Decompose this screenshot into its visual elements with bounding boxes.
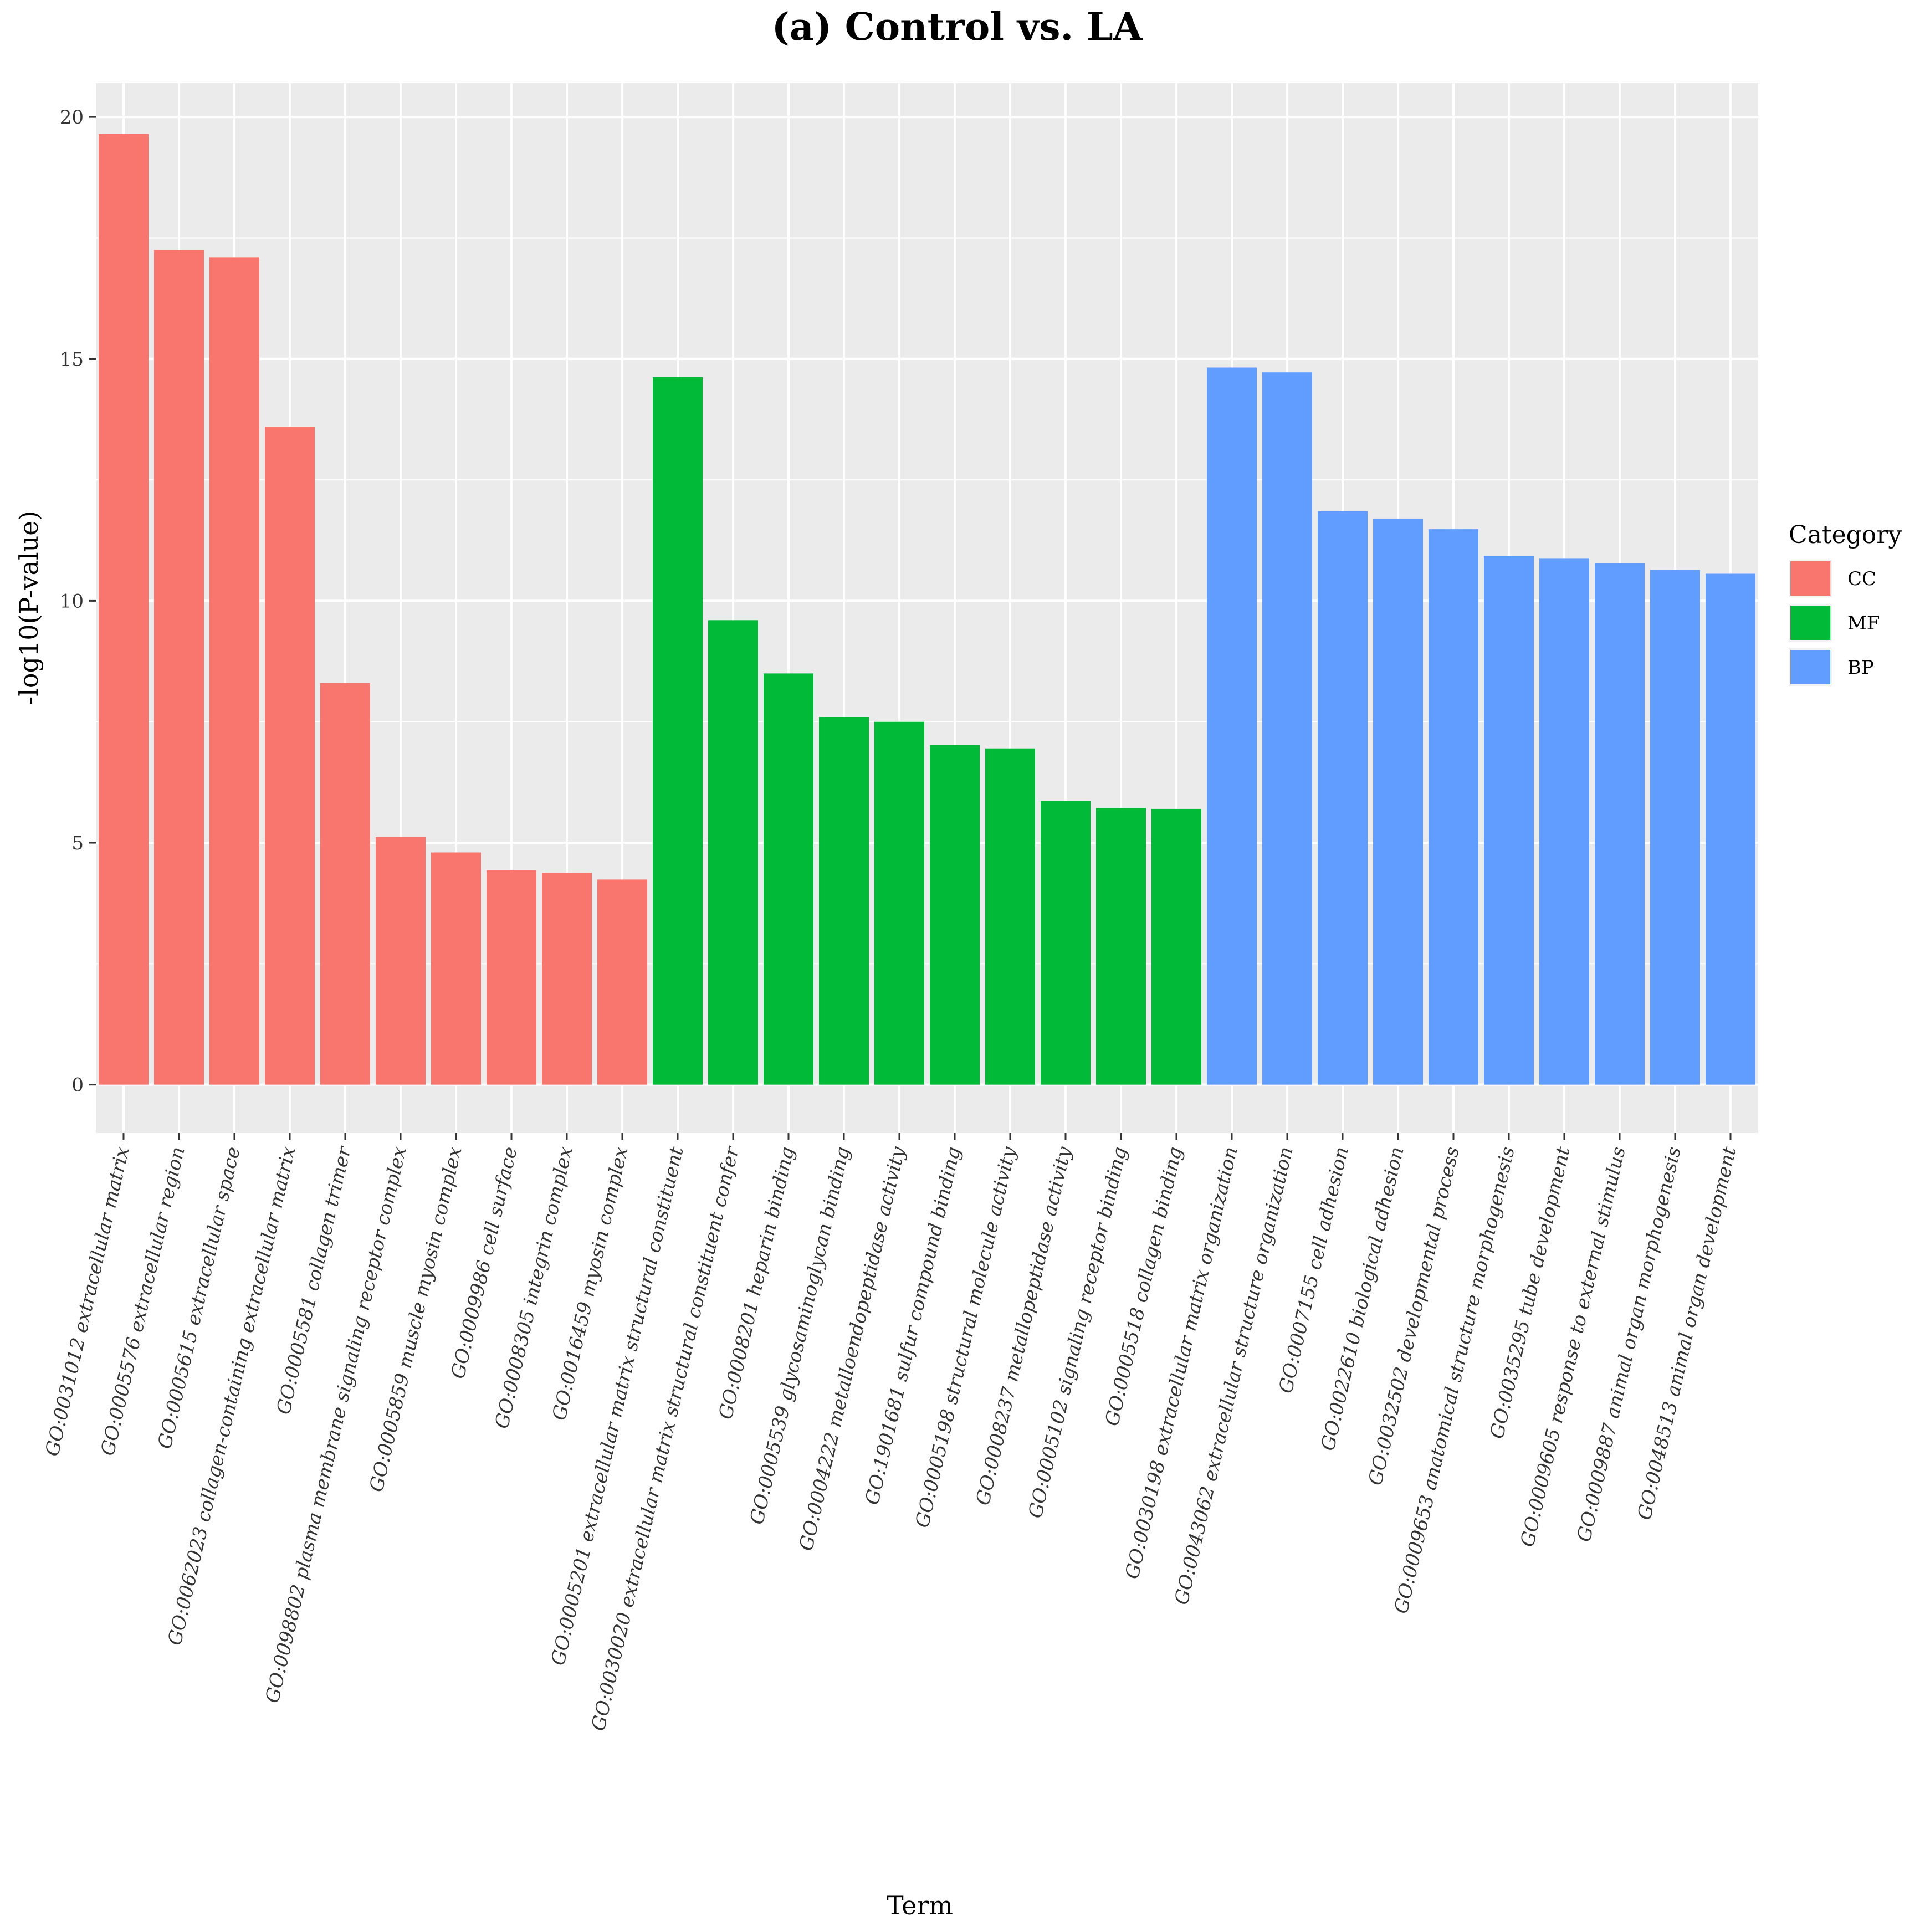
bar-12 xyxy=(708,620,758,1085)
y-tick-label: 20 xyxy=(60,106,84,129)
bar-15 xyxy=(874,721,924,1085)
bar-18 xyxy=(1041,801,1091,1085)
y-tick-label: 0 xyxy=(71,1074,84,1096)
bar-27 xyxy=(1539,558,1589,1085)
bar-22 xyxy=(1262,372,1312,1085)
legend-key-cc xyxy=(1790,561,1830,596)
y-axis-title: -log10(P-value) xyxy=(14,511,44,705)
bar-19 xyxy=(1096,808,1146,1085)
legend-label-cc: CC xyxy=(1847,568,1876,590)
legend-key-bp xyxy=(1790,650,1830,684)
bar-4 xyxy=(265,427,315,1085)
chart-title: (a) Control vs. LA xyxy=(772,5,1143,49)
x-tick-label: GO:0004222 metalloendopeptidase activity xyxy=(795,1144,910,1553)
bar-21 xyxy=(1207,367,1257,1085)
bar-13 xyxy=(764,673,813,1085)
x-tick-label: GO:0005102 signaling receptor binding xyxy=(1024,1145,1131,1520)
bar-8 xyxy=(487,870,536,1085)
bar-2 xyxy=(154,250,204,1085)
bars xyxy=(99,134,1755,1085)
x-axis: GO:0031012 extracellular matrixGO:000557… xyxy=(41,1133,1741,1733)
x-axis-title: Term xyxy=(887,1890,953,1920)
bar-23 xyxy=(1318,511,1368,1085)
bar-30 xyxy=(1706,573,1755,1085)
bar-14 xyxy=(819,716,869,1085)
bar-9 xyxy=(542,873,592,1085)
bar-26 xyxy=(1484,556,1534,1085)
bar-11 xyxy=(653,377,703,1085)
x-tick-label: GO:0009605 response to external stimulus xyxy=(1516,1145,1630,1549)
legend-key-mf xyxy=(1790,606,1830,640)
bar-17 xyxy=(985,748,1035,1085)
bar-5 xyxy=(320,683,370,1085)
bar-24 xyxy=(1373,518,1423,1085)
y-tick-label: 15 xyxy=(60,349,84,371)
plot-panel xyxy=(96,83,1758,1133)
bar-6 xyxy=(376,837,426,1085)
bar-20 xyxy=(1151,808,1201,1085)
bar-1 xyxy=(99,134,149,1085)
y-axis: 0 5 10 15 20 xyxy=(60,106,96,1096)
bar-28 xyxy=(1595,563,1645,1085)
legend-label-mf: MF xyxy=(1847,612,1880,634)
bar-16 xyxy=(930,745,980,1085)
y-tick-label: 5 xyxy=(71,832,84,854)
bar-29 xyxy=(1650,570,1700,1085)
x-tick-label: GO:0048513 animal organ development xyxy=(1634,1145,1741,1522)
bar-10 xyxy=(597,879,647,1085)
bar-3 xyxy=(209,257,259,1085)
y-tick-label: 10 xyxy=(60,590,84,612)
legend-label-bp: BP xyxy=(1847,657,1874,679)
bar-7 xyxy=(431,852,481,1085)
legend-title: Category xyxy=(1789,521,1902,549)
legend: Category CC MF BP xyxy=(1789,521,1902,686)
x-tick-label: GO:0005539 glycosaminoglycan binding xyxy=(746,1145,854,1526)
x-tick-label: GO:0030198 extracellular matrix organiza… xyxy=(1121,1145,1242,1581)
x-tick-label: GO:0005198 structural molecule activity xyxy=(911,1144,1021,1530)
x-tick-label: GO:0009887 animal organ morphogenesis xyxy=(1573,1145,1686,1544)
bar-25 xyxy=(1429,529,1478,1085)
